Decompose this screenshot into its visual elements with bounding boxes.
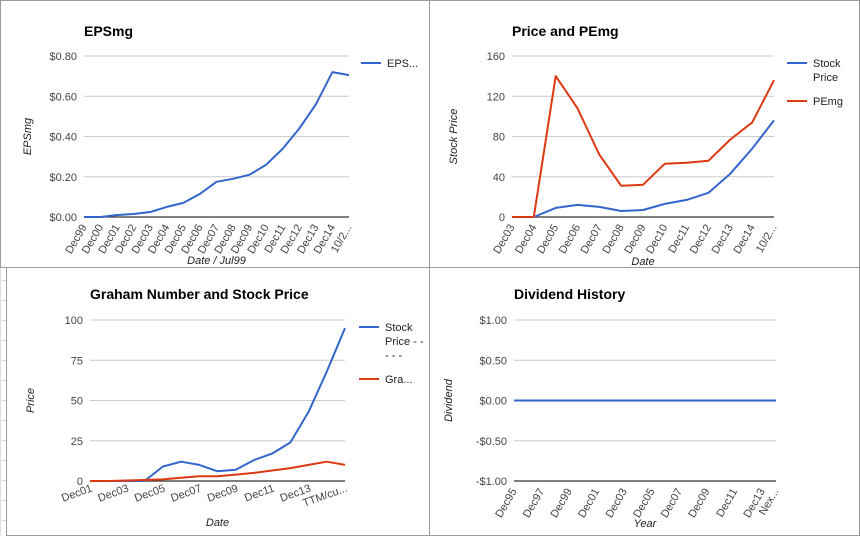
y-axis-label: Stock Price [448, 109, 460, 165]
y-tick-label: $1.00 [479, 315, 507, 327]
x-tick-label: Dec09 [686, 487, 712, 521]
legend-label[interactable]: Stock Price [813, 58, 841, 84]
x-tick-label: Dec03 [604, 487, 630, 521]
y-tick-label: 100 [65, 315, 83, 327]
y-tick-label: $0.50 [479, 355, 507, 367]
eps-chart: EPSmg $0.00 $0.20 $0.40 $0.60 $0.80 EPSmg Date … [22, 23, 418, 267]
y-axis-label: Price [25, 388, 37, 413]
y-axis-label: EPSmg [22, 117, 34, 155]
y-tick-label: 40 [493, 172, 505, 184]
x-tick-label: Dec01 [576, 487, 602, 521]
y-tick-label: 160 [487, 51, 505, 63]
x-axis-label: Date / Jul99 [187, 255, 246, 267]
dividend-chart-panel: Dividend History -$1.00 -$0.50 $0.00 $0.50 $1… [429, 267, 860, 536]
legend-label[interactable]: Gra... [385, 374, 413, 386]
y-tick-label: 80 [493, 132, 505, 144]
legend-label[interactable]: EPS... [387, 58, 418, 70]
x-axis-label: Date [631, 256, 654, 268]
y-tick-label: 75 [71, 355, 83, 367]
x-tick-label: Dec09 [206, 483, 240, 505]
dividend-chart: Dividend History -$1.00 -$0.50 $0.00 $0.50 $1… [443, 286, 782, 530]
y-tick-label: 50 [71, 396, 83, 408]
y-tick-label: $0.20 [49, 172, 77, 184]
y-axis-label: Dividend [443, 378, 455, 422]
price-pe-chart: Price and PEmg 0 40 80 120 160 Stock Price Date… [448, 23, 843, 268]
series-line[interactable] [84, 71, 350, 218]
x-axis-label: Year [634, 518, 658, 530]
x-tick-label: Dec05 [631, 487, 657, 521]
series-line[interactable] [90, 327, 346, 482]
x-tick-label: Dec95 [493, 487, 519, 521]
chart-title: EPSmg [84, 23, 133, 39]
eps-chart-panel: EPSmg $0.00 $0.20 $0.40 $0.60 $0.80 EPSmg Date … [0, 0, 430, 268]
x-tick-label: Dec11 [243, 483, 276, 505]
graham-chart: Graham Number and Stock Price 0 25 50 75 100 P… [25, 286, 424, 529]
graham-chart-panel: Graham Number and Stock Price 0 25 50 75 100 P… [6, 267, 430, 536]
x-tick-label: Dec14 [731, 223, 757, 257]
x-tick-label: Dec05 [133, 483, 167, 505]
x-tick-label: Dec10 [644, 222, 670, 256]
series-line[interactable] [512, 119, 775, 218]
y-tick-label: $0.40 [49, 132, 77, 144]
y-tick-label: 120 [487, 91, 505, 103]
y-tick-label: $0.60 [49, 91, 77, 103]
x-tick-label: Dec07 [659, 487, 685, 521]
y-tick-label: 0 [77, 476, 83, 488]
chart-title: Price and PEmg [512, 23, 619, 39]
y-tick-label: -$0.50 [476, 436, 507, 448]
x-axis-label: Date [206, 517, 229, 529]
x-tick-label: Dec11 [714, 487, 740, 520]
y-tick-label: $0.00 [479, 396, 507, 408]
y-tick-label: 25 [71, 436, 83, 448]
legend-label[interactable]: PEmg [813, 96, 843, 108]
y-tick-label: $0.00 [49, 212, 77, 224]
x-tick-label: 10/2... [754, 223, 780, 255]
y-tick-label: -$1.00 [476, 476, 507, 488]
price-pe-chart-panel: Price and PEmg 0 40 80 120 160 Stock Price Date… [429, 0, 860, 268]
series-line[interactable] [90, 460, 346, 482]
chart-title: Dividend History [514, 286, 625, 302]
legend-label[interactable]: Stock Price - -- - - [385, 322, 424, 362]
series-line[interactable] [512, 75, 775, 218]
y-tick-label: 0 [499, 212, 505, 224]
x-tick-label: Dec97 [521, 487, 547, 521]
y-tick-label: $0.80 [49, 51, 77, 63]
chart-title: Graham Number and Stock Price [90, 286, 309, 302]
x-tick-label: Dec03 [96, 483, 130, 505]
x-tick-label: Dec99 [548, 487, 574, 521]
x-tick-label: Dec07 [169, 483, 203, 505]
